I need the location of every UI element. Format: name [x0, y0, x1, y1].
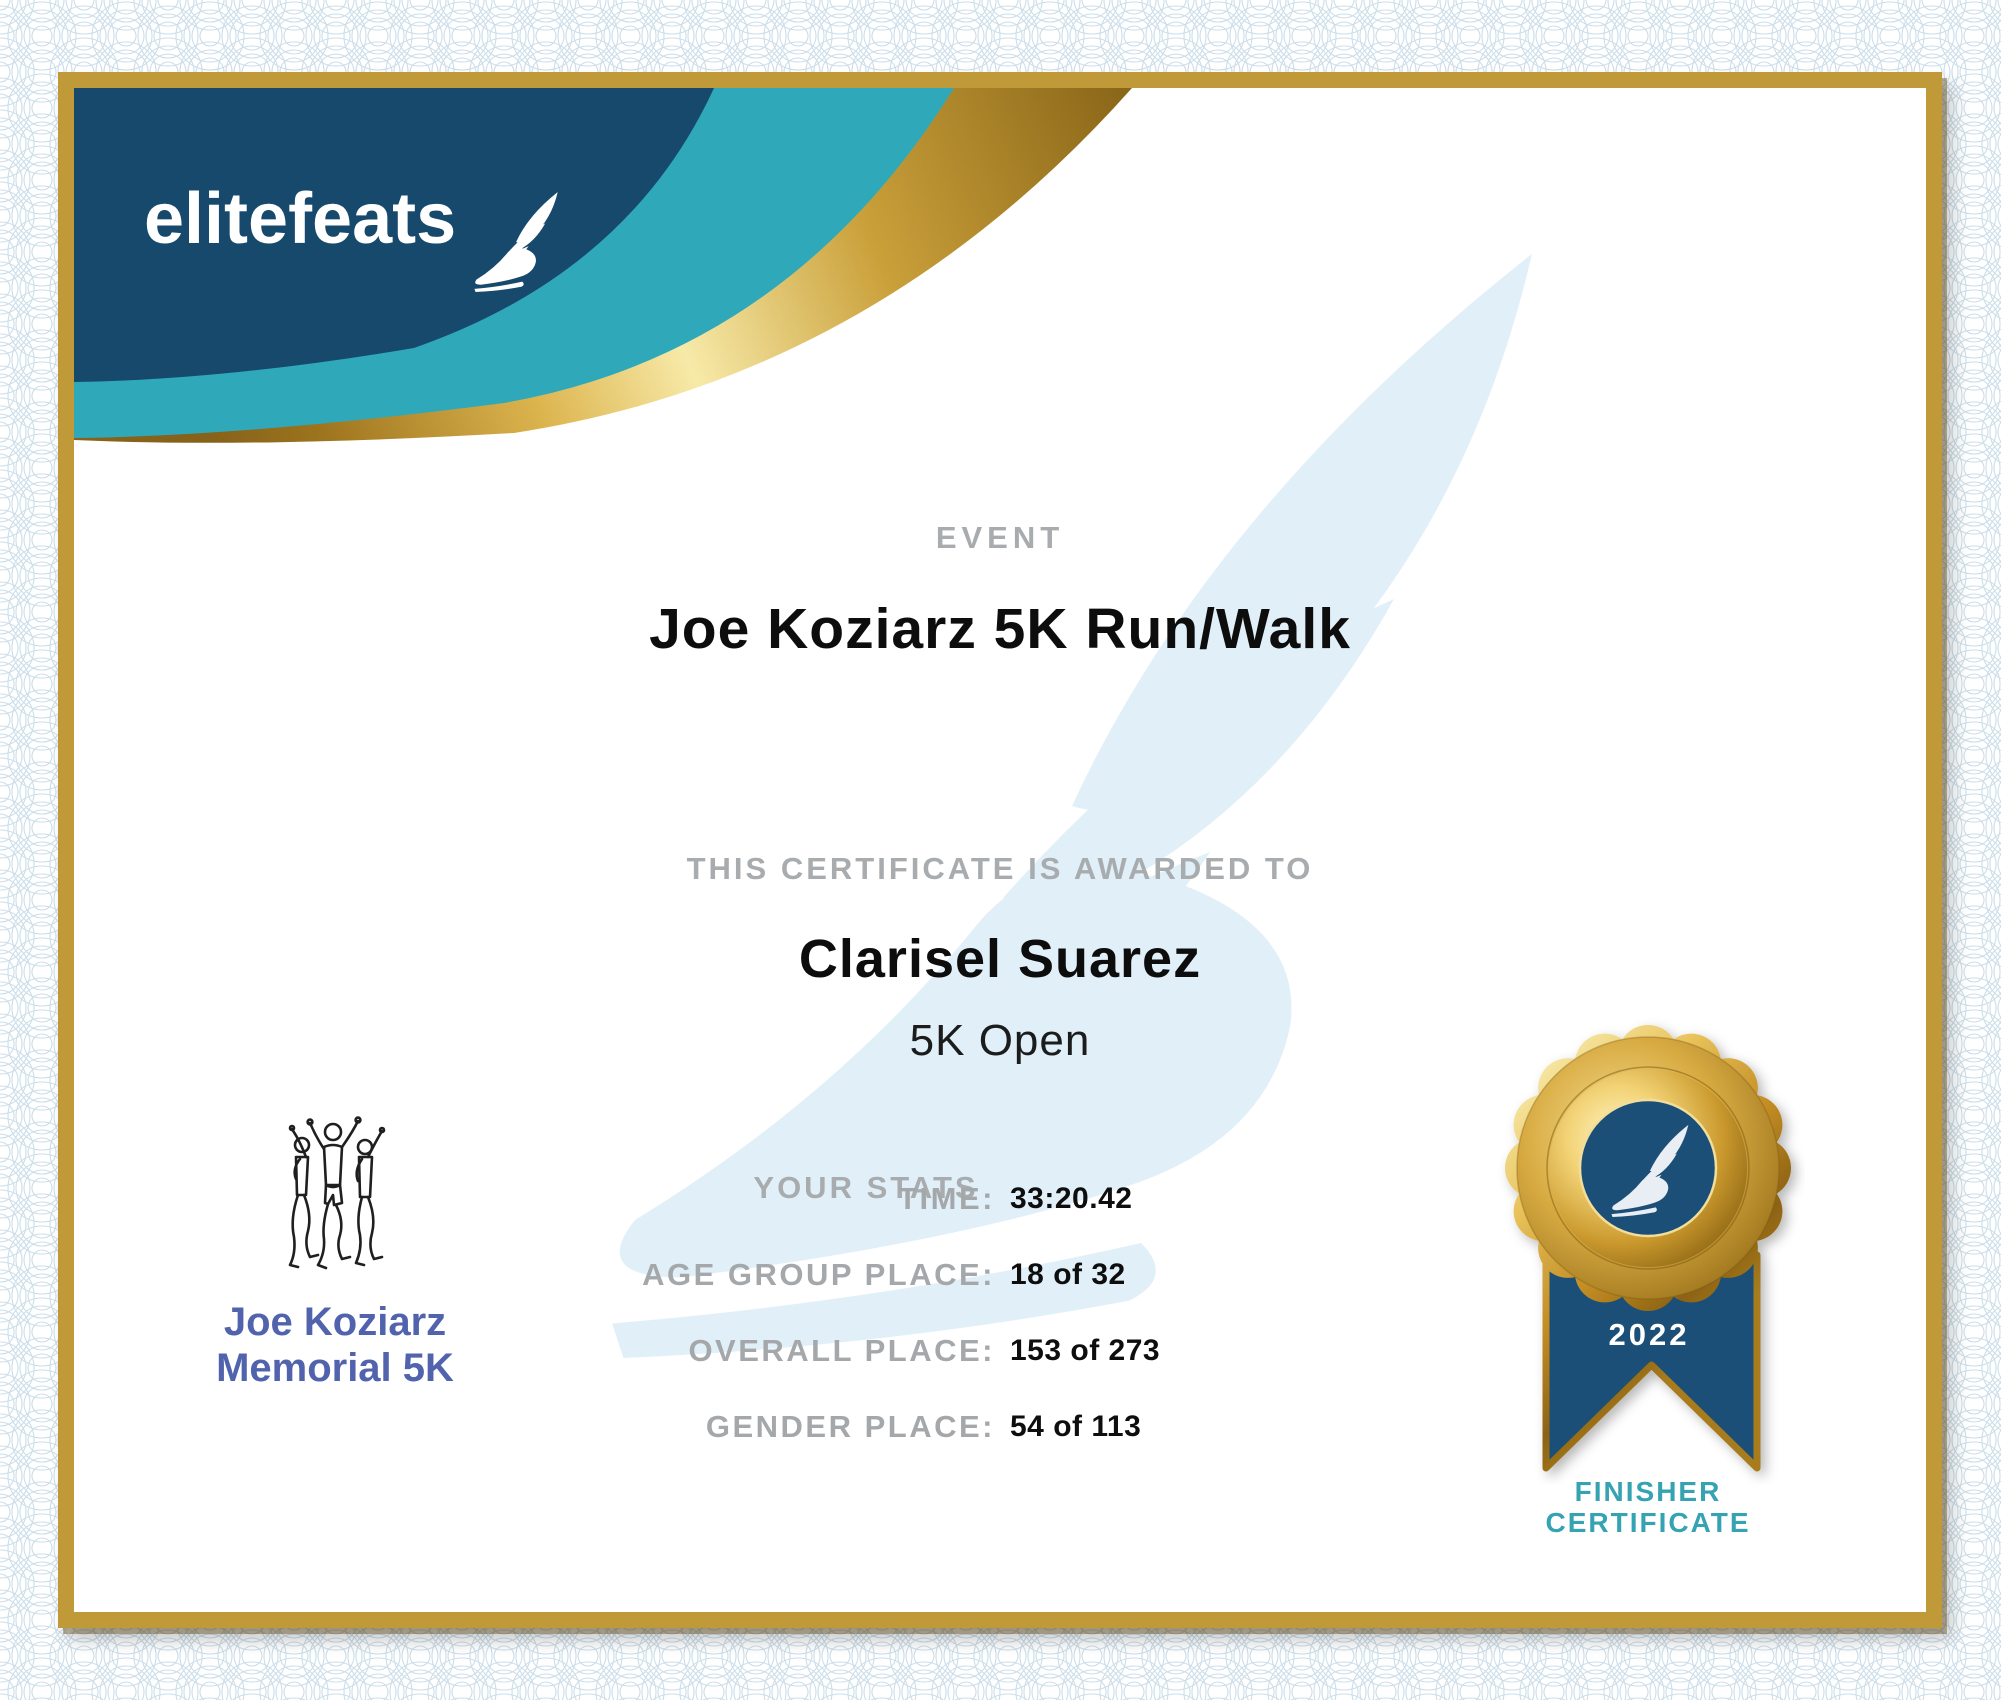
recipient-division: 5K Open — [909, 1016, 1091, 1065]
finisher-medal — [1505, 1025, 1791, 1472]
finisher-caption-line2: CERTIFICATE — [1545, 1507, 1751, 1538]
stat-value: 18 of 32 — [1010, 1258, 1126, 1291]
certificate-body: elitefeats EVENT Joe Koziarz 5K Run/Walk… — [74, 88, 1926, 1612]
stat-row-gender-place: GENDER PLACE: 54 of 113 — [74, 1405, 1926, 1449]
recipient-name: Clarisel Suarez — [798, 929, 1202, 989]
stats-heading: YOUR STATS — [753, 1170, 979, 1205]
stat-label: AGE GROUP PLACE: — [642, 1257, 995, 1292]
stat-label: GENDER PLACE: — [705, 1409, 995, 1444]
stat-value: 54 of 113 — [1010, 1410, 1142, 1443]
finisher-caption-line1: FINISHER — [1574, 1476, 1722, 1507]
stat-row-time: TIME: 33:20.42 — [74, 1177, 1926, 1221]
host-logo-line1: Joe Koziarz — [223, 1300, 447, 1344]
stat-label: OVERALL PLACE: — [688, 1333, 995, 1368]
medal-year: 2022 — [1608, 1317, 1690, 1352]
stat-value: 33:20.42 — [1010, 1182, 1133, 1215]
winged-foot-icon — [474, 192, 558, 292]
runners-sketch-icon — [288, 1116, 386, 1270]
event-label: EVENT — [935, 520, 1065, 555]
certificate-frame: elitefeats EVENT Joe Koziarz 5K Run/Walk… — [58, 72, 1942, 1628]
host-logo-caption: Joe Koziarz Memorial 5K — [85, 1299, 585, 1391]
swoosh-navy-band — [74, 88, 714, 382]
finisher-caption: FINISHER CERTIFICATE — [1448, 1476, 1848, 1538]
awarded-label: THIS CERTIFICATE IS AWARDED TO — [686, 851, 1314, 886]
stat-value: 153 of 273 — [1010, 1334, 1161, 1367]
stat-row-age-group-place: AGE GROUP PLACE: 18 of 32 — [74, 1253, 1926, 1297]
medal-center-disc — [1578, 1098, 1718, 1238]
brand-logo: elitefeats — [144, 174, 566, 292]
stat-label: TIME: — [898, 1181, 995, 1216]
stat-row-overall-place: OVERALL PLACE: 153 of 273 — [74, 1329, 1926, 1373]
brand-logo-text: elitefeats — [144, 179, 457, 259]
event-title: Joe Koziarz 5K Run/Walk — [649, 597, 1351, 661]
host-logo-line2: Memorial 5K — [216, 1346, 454, 1390]
